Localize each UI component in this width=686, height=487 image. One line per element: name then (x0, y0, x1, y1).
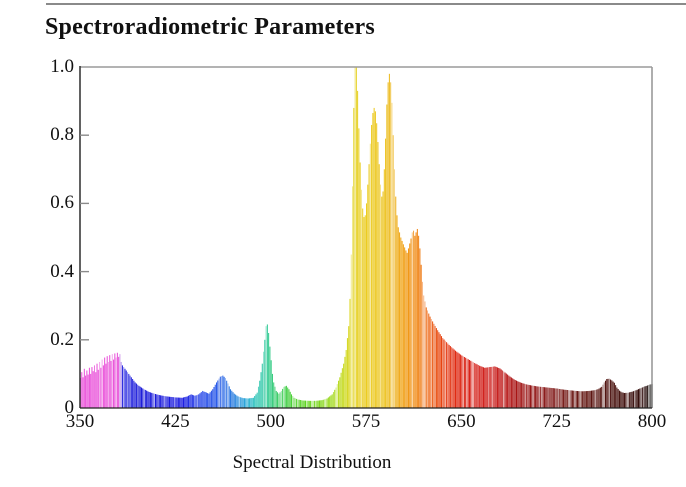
y-tick-label: 0.4 (50, 260, 74, 282)
x-axis-title: Spectral Distribution (232, 452, 392, 473)
y-tick-label: 1.0 (50, 56, 74, 77)
top-separator-line (46, 3, 686, 5)
y-tick-label: 0 (64, 397, 75, 418)
x-tick-label: 425 (161, 411, 190, 432)
x-tick-label: 350 (65, 411, 95, 432)
x-tick-label: 575 (351, 411, 381, 432)
y-tick-label: 0.8 (50, 124, 74, 146)
x-tick-label: 650 (447, 411, 476, 432)
y-tick-label: 0.2 (50, 328, 74, 350)
x-tick-label: 500 (256, 411, 285, 432)
page-title: Spectroradiometric Parameters (45, 14, 375, 40)
y-tick-label: 0.6 (50, 192, 74, 214)
x-tick-label: 800 (637, 411, 667, 432)
x-tick-label: 725 (542, 411, 571, 432)
